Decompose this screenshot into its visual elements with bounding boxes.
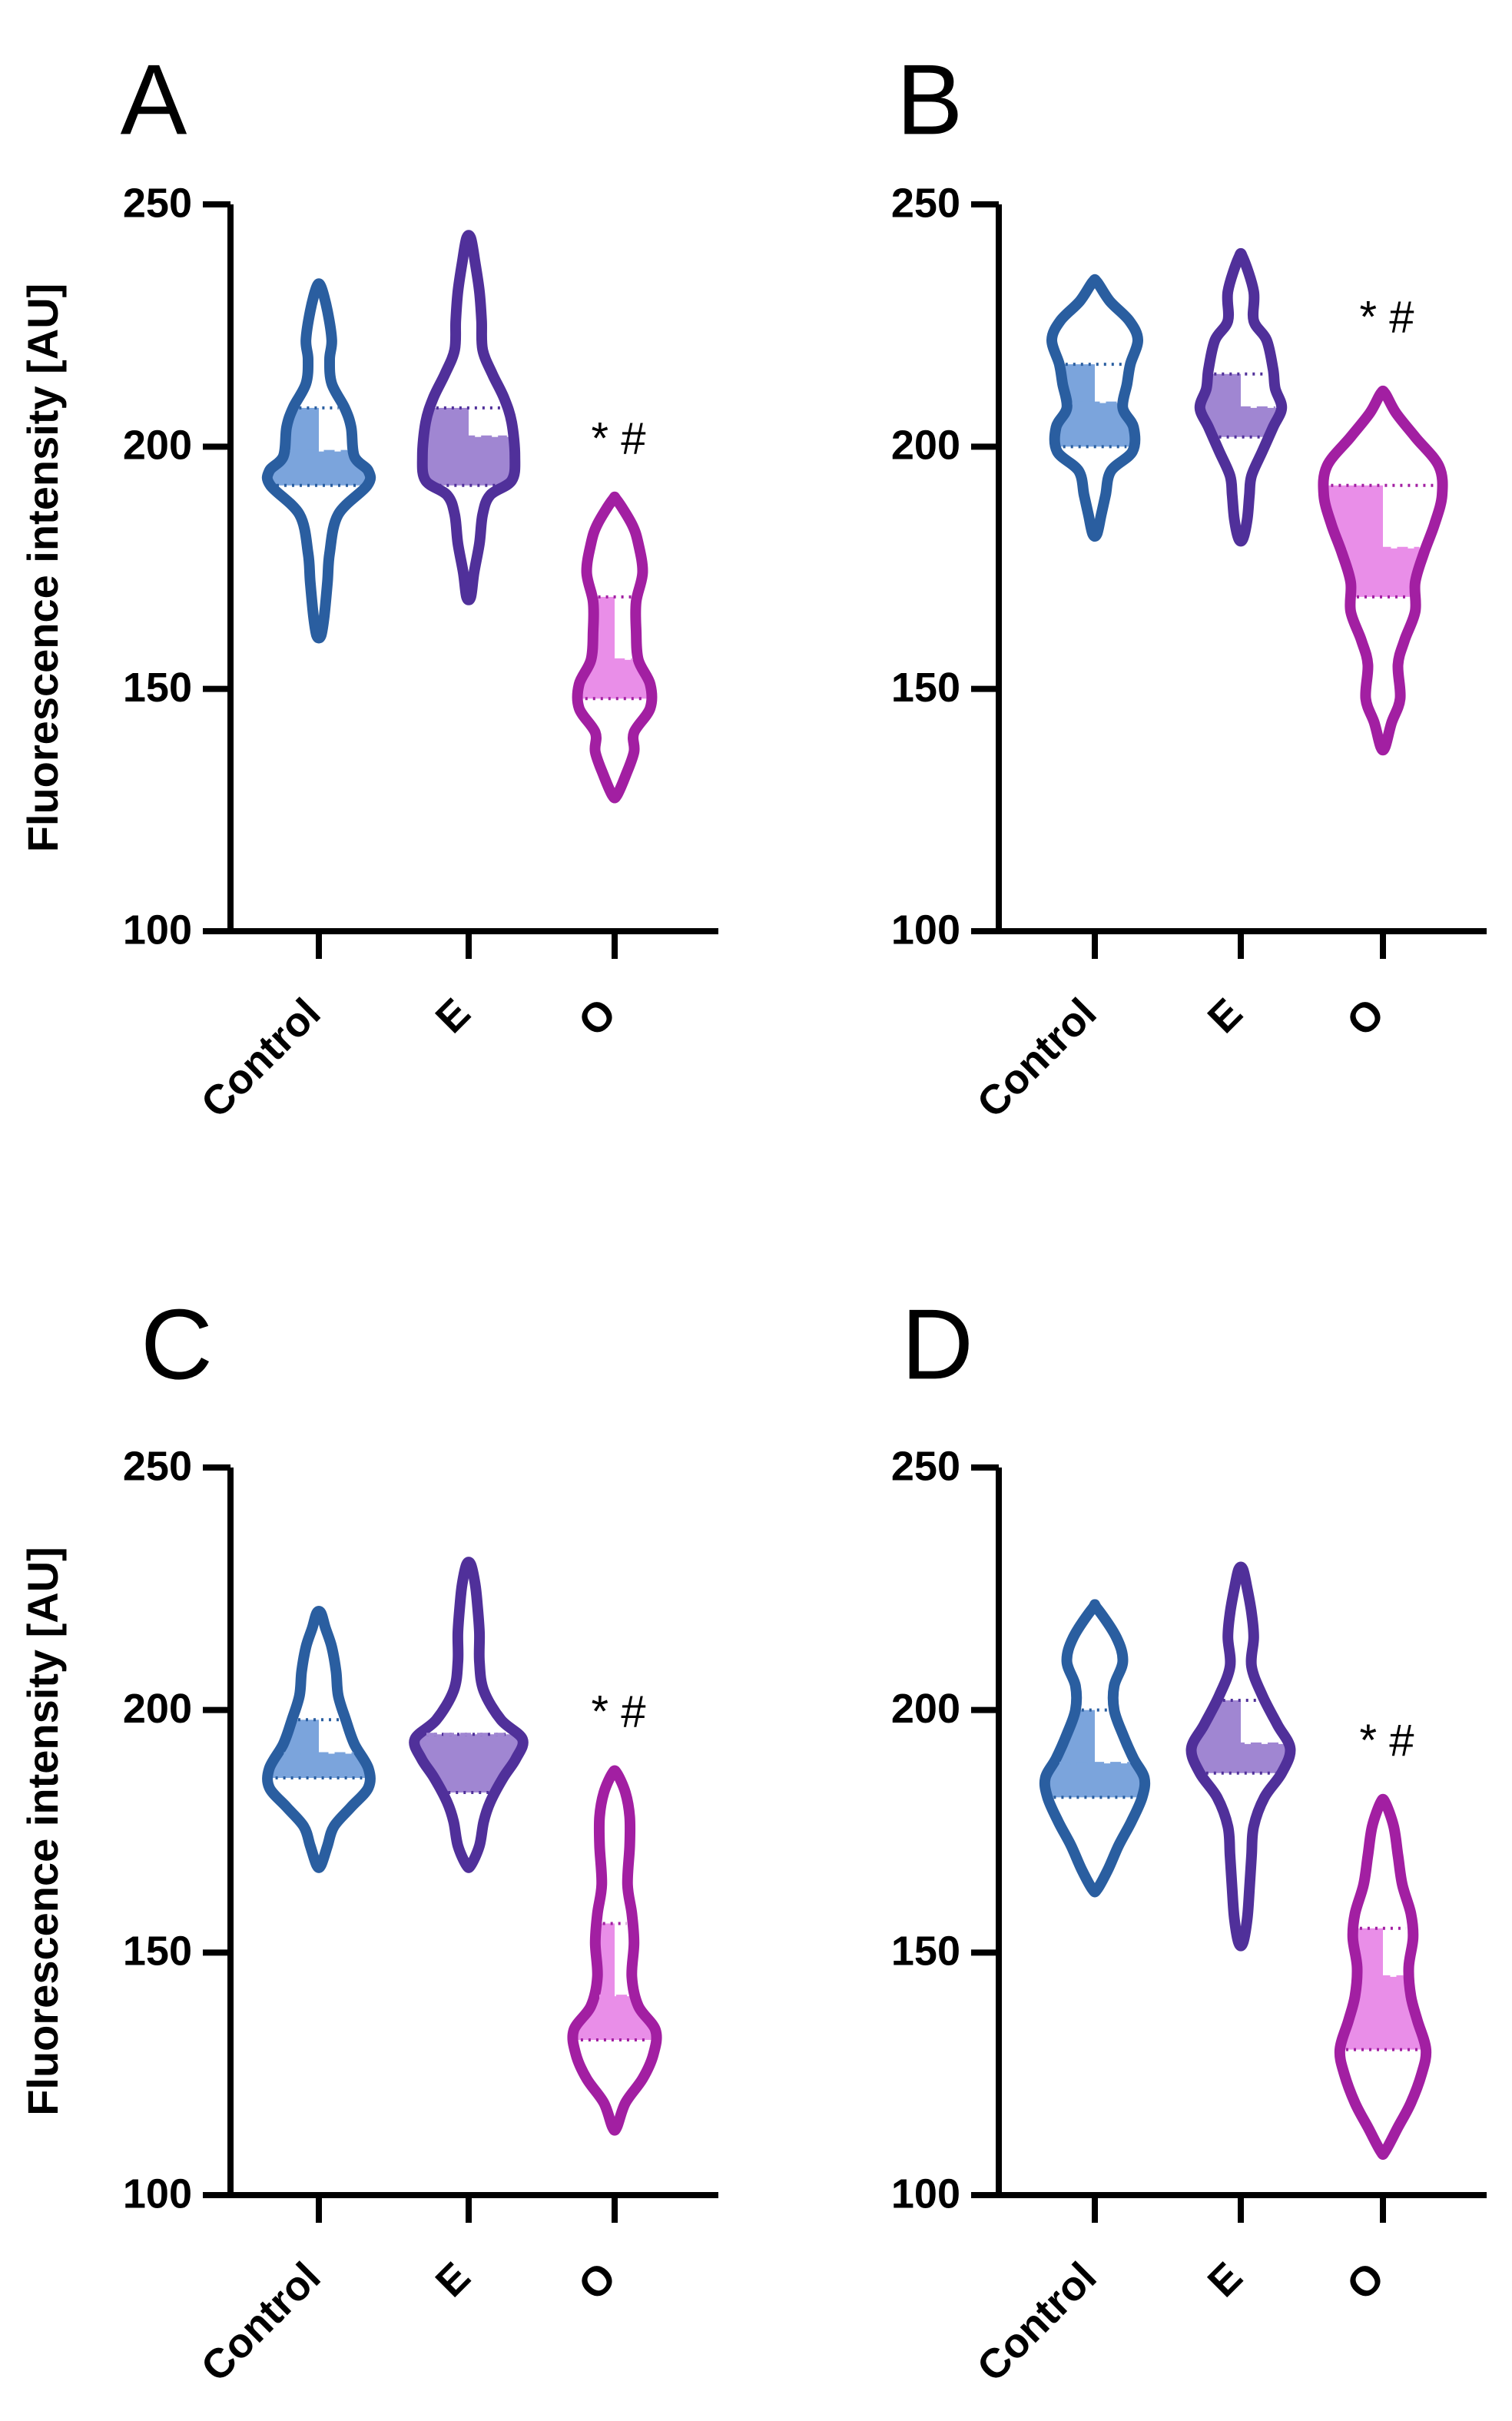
significance-annotation: * # — [592, 413, 646, 463]
violin-control — [1039, 1599, 1151, 1898]
lower-quartile-fill — [1095, 403, 1139, 447]
panel-label: A — [121, 43, 187, 155]
axes: 100 150 200 250 Control E O — [123, 180, 718, 1126]
iqr-fill — [1339, 1928, 1383, 2050]
significance-annotation: * # — [1360, 1716, 1414, 1766]
iqr-fill — [1051, 364, 1095, 447]
x-tick-label-control: Control — [192, 2254, 329, 2390]
violin-e — [1185, 1561, 1296, 1952]
violin-outline — [261, 278, 376, 644]
violin-outline — [262, 1606, 376, 1873]
x-tick-label-o: O — [569, 2254, 625, 2309]
iqr-fill — [1199, 373, 1241, 437]
significance-annotation: * # — [592, 1686, 646, 1736]
y-axis-title: Fluorescence intensity [AU] — [18, 1547, 67, 2116]
violin-o — [1334, 1793, 1432, 2161]
y-tick-label: 150 — [891, 665, 960, 711]
y-tick-label: 100 — [891, 2171, 960, 2217]
x-tick-label-o: O — [1338, 990, 1393, 1045]
violin-e — [416, 230, 521, 605]
y-tick-label: 150 — [891, 1929, 960, 1975]
panel-d: D 100 150 200 250 Control E O * # — [891, 1288, 1487, 2390]
panel-label: D — [901, 1288, 973, 1400]
violin-e — [1194, 247, 1288, 547]
y-tick-label: 100 — [891, 907, 960, 953]
lower-quartile-fill — [1241, 407, 1282, 437]
violin-o — [567, 1765, 662, 2136]
panel-a: A Fluorescence intensity [AU] 100 150 200 250… — [18, 43, 718, 1126]
y-tick-label: 250 — [891, 1443, 960, 1489]
violin-outline — [1039, 1599, 1151, 1898]
y-tick-label: 200 — [891, 423, 960, 469]
x-tick-label-control: Control — [968, 2254, 1105, 2390]
iqr-fill — [1191, 1700, 1241, 1773]
violin-outline — [416, 230, 521, 605]
panel-c: C Fluorescence intensity [AU] 100 150 200 250… — [18, 1288, 718, 2390]
y-axis-title: Fluorescence intensity [AU] — [18, 284, 67, 853]
x-tick-label-e: E — [427, 2254, 479, 2306]
violin-o — [572, 491, 658, 804]
y-tick-label: 250 — [123, 1443, 192, 1489]
violin-control — [261, 278, 376, 644]
lower-quartile-fill — [1383, 1976, 1427, 2050]
x-tick-label-o: O — [1338, 2254, 1393, 2309]
y-tick-label: 250 — [123, 180, 192, 226]
violin-control — [262, 1606, 376, 1873]
y-tick-label: 150 — [123, 1929, 192, 1975]
y-tick-label: 200 — [123, 1686, 192, 1732]
violin-outline — [1334, 1793, 1432, 2161]
x-tick-label-control: Control — [192, 990, 329, 1126]
lower-quartile-fill — [469, 436, 516, 486]
violin-outline — [1046, 274, 1143, 542]
y-tick-label: 150 — [123, 665, 192, 711]
y-tick-label: 100 — [123, 2171, 192, 2217]
panel-label: B — [897, 43, 963, 155]
violin-outline — [567, 1765, 662, 2136]
x-tick-label-e: E — [1199, 2254, 1252, 2306]
violin-e — [409, 1557, 529, 1873]
x-tick-label-e: E — [427, 990, 479, 1042]
iqr-fill — [422, 407, 469, 486]
x-tick-label-o: O — [569, 990, 625, 1045]
y-tick-label: 200 — [891, 1686, 960, 1732]
x-tick-label-e: E — [1199, 990, 1252, 1042]
violin-outline — [572, 491, 658, 804]
significance-annotation: * # — [1360, 293, 1414, 343]
y-tick-label: 100 — [123, 907, 192, 953]
axes: 100 150 200 250 Control E O — [891, 1443, 1487, 2390]
x-tick-label-control: Control — [968, 990, 1105, 1126]
panel-b: B 100 150 200 250 Control E O * # — [891, 43, 1487, 1126]
y-tick-label: 250 — [891, 180, 960, 226]
violin-outline — [1185, 1561, 1296, 1952]
violin-o — [1318, 385, 1448, 756]
violin-outline — [1318, 385, 1448, 756]
violin-control — [1046, 274, 1143, 542]
panel-label: C — [141, 1288, 213, 1400]
violin-outline — [409, 1557, 529, 1873]
lower-quartile-fill — [615, 659, 652, 699]
y-tick-label: 200 — [123, 423, 192, 469]
violin-outline — [1194, 247, 1288, 547]
lower-quartile-fill — [1383, 548, 1443, 597]
lower-quartile-fill — [615, 1996, 657, 2040]
